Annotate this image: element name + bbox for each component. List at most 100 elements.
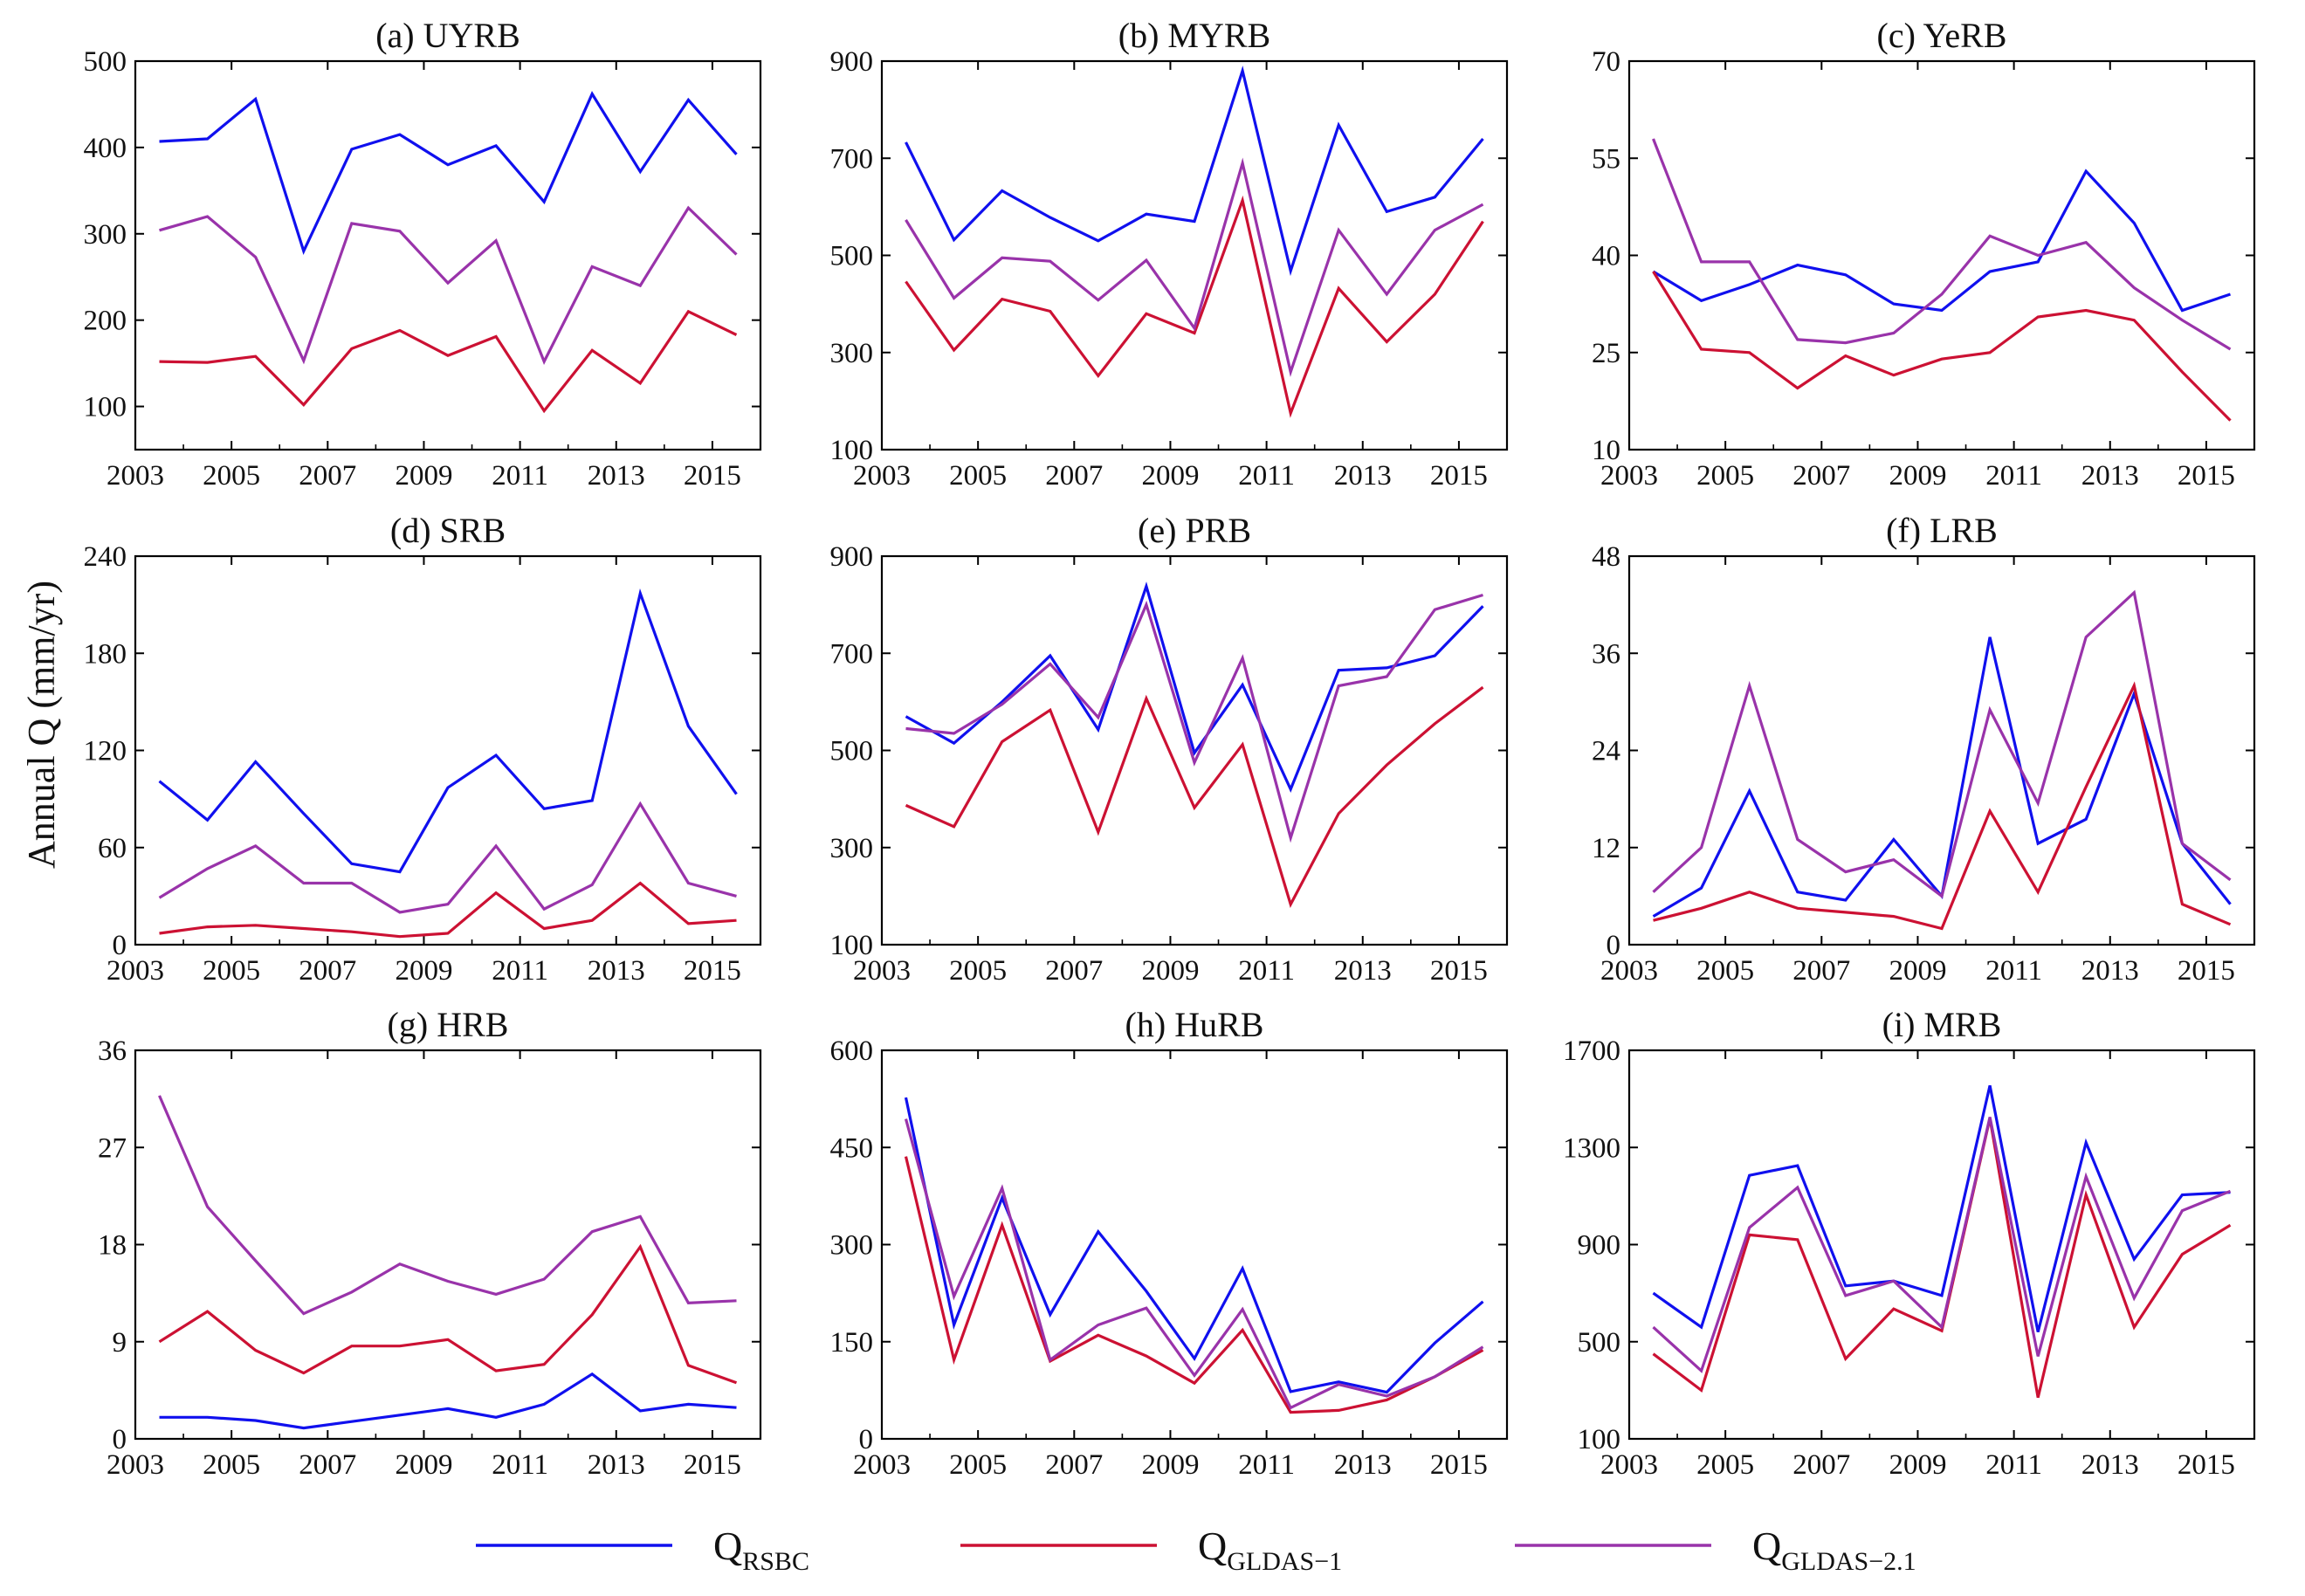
x-tick-label: 2013 [588,1449,645,1481]
chart-panel: (e) PRB 2003 2005 2007 2009 2011 2013 2015 100 30… [830,511,1509,987]
panel-title: (h) HuRB [1125,1005,1264,1044]
x-tick-label: 2003 [107,955,164,987]
y-tick-label: 0 [1607,930,1621,961]
y-tick-label: 300 [830,833,874,864]
panel-title: (d) SRB [390,511,506,550]
series-line-gldas1 [159,881,737,939]
series-line-gldas1 [905,685,1484,908]
legend-label-gldas21: QGLDAS−2.1 [1752,1524,1916,1576]
series-line-gldas21 [158,1095,737,1316]
y-tick-label: 10 [1592,435,1620,466]
plot-frame [134,1049,762,1441]
series-line-gldas1 [1652,271,2232,422]
series-line-rsbc [1652,169,2232,313]
panel-title: (f) LRB [1886,511,1998,550]
series-line-gldas21 [904,1118,1484,1410]
y-tick-label: 25 [1592,338,1620,369]
x-tick-label: 2009 [1889,460,1946,492]
x-tick-label: 2011 [1238,1449,1295,1481]
x-tick-label: 2015 [2178,460,2235,492]
x-tick-label: 2007 [299,1449,356,1481]
plot-frame [880,59,1509,451]
plot-frame [1627,59,2256,451]
x-tick-label: 2015 [2178,1449,2235,1481]
y-tick-label: 40 [1592,241,1620,272]
y-tick-label: 9 [113,1327,127,1359]
x-tick-label: 2011 [492,460,548,492]
chart-panel: (f) LRB 2003 2005 2007 2009 2011 2013 2015 0 12 24… [1592,511,2256,987]
series-line-gldas1 [904,1156,1484,1414]
legend: QRSBC QGLDAS−1 QGLDAS−2.1 [476,1524,1916,1576]
x-tick-label: 2005 [203,955,260,987]
x-tick-label: 2015 [684,460,741,492]
x-tick-label: 2015 [1430,460,1488,492]
x-tick-label: 2011 [1985,460,2042,492]
y-tick-label: 120 [84,736,127,767]
series-line-gldas1 [159,309,738,414]
series-line-gldas1 [158,1243,738,1385]
y-tick-label: 700 [830,638,874,670]
y-tick-label: 200 [84,306,127,337]
chart-panel: (i) MRB 2003 2005 2007 2009 2011 2013 2015 100 50… [1563,1005,2256,1481]
y-tick-label: 300 [830,338,874,369]
y-tick-label: 70 [1592,46,1620,78]
y-tick-label: 300 [830,1230,874,1262]
series-line-gldas1 [905,195,1484,418]
x-tick-label: 2013 [1334,1449,1392,1481]
y-tick-label: 0 [113,930,127,961]
y-tick-label: 500 [830,241,874,272]
x-tick-label: 2007 [299,955,356,987]
chart-panel: (a) UYRB 2003 2005 2007 2009 2011 2013 2015 100 2… [84,16,762,492]
y-tick-label: 27 [98,1132,127,1164]
x-tick-label: 2007 [1792,1449,1850,1481]
x-tick-label: 2011 [1985,955,2042,987]
legend-label-rsbc: QRSBC [713,1524,809,1576]
x-tick-label: 2009 [395,460,452,492]
y-tick-label: 36 [1592,638,1620,670]
x-tick-label: 2009 [1141,460,1199,492]
series-line-gldas21 [905,593,1483,843]
x-tick-label: 2013 [2081,460,2139,492]
y-tick-label: 450 [830,1132,874,1164]
series-line-rsbc [158,588,738,874]
chart-panel: (g) HRB 2003 2005 2007 2009 2011 2013 2015 0 9 18 2… [98,1005,762,1481]
x-tick-label: 2005 [1696,955,1754,987]
y-tick-label: 12 [1592,833,1620,864]
x-tick-label: 2013 [2081,1449,2139,1481]
y-tick-label: 0 [859,1424,874,1455]
series-line-rsbc [1652,636,2232,918]
x-tick-label: 2005 [1696,460,1754,492]
panel-title: (b) MYRB [1118,16,1270,55]
panel-title: (e) PRB [1138,511,1251,550]
series-line-rsbc [159,1372,737,1430]
x-tick-label: 2005 [949,1449,1007,1481]
series-line-gldas1 [1652,1118,2232,1399]
x-tick-label: 2013 [2081,955,2139,987]
series-line-gldas21 [1652,1117,2232,1373]
x-tick-label: 2011 [492,1449,548,1481]
y-tick-label: 1700 [1563,1035,1620,1067]
x-tick-label: 2013 [588,460,645,492]
x-tick-label: 2007 [299,460,356,492]
y-tick-label: 55 [1592,143,1620,175]
panel-title: (g) HRB [388,1005,509,1044]
y-tick-label: 100 [1578,1424,1621,1455]
x-tick-label: 2015 [684,955,741,987]
y-tick-label: 100 [830,435,874,466]
x-tick-label: 2003 [853,460,911,492]
chart-panel: (c) YeRB 2003 2005 2007 2009 2011 2013 2015 10 25… [1592,16,2256,492]
series-line-rsbc [159,91,738,255]
panel-title: (i) MRB [1882,1005,2002,1044]
y-tick-label: 36 [98,1035,127,1067]
y-tick-label: 240 [84,541,127,573]
x-tick-label: 2013 [1334,955,1392,987]
y-tick-label: 400 [84,133,127,164]
x-tick-label: 2011 [1238,955,1295,987]
y-tick-label: 900 [830,541,874,573]
y-tick-label: 900 [1578,1230,1621,1262]
x-tick-label: 2009 [1889,1449,1946,1481]
x-tick-label: 2015 [1430,955,1488,987]
chart-panel: (b) MYRB 2003 2005 2007 2009 2011 2013 2015 100 3… [830,16,1509,492]
